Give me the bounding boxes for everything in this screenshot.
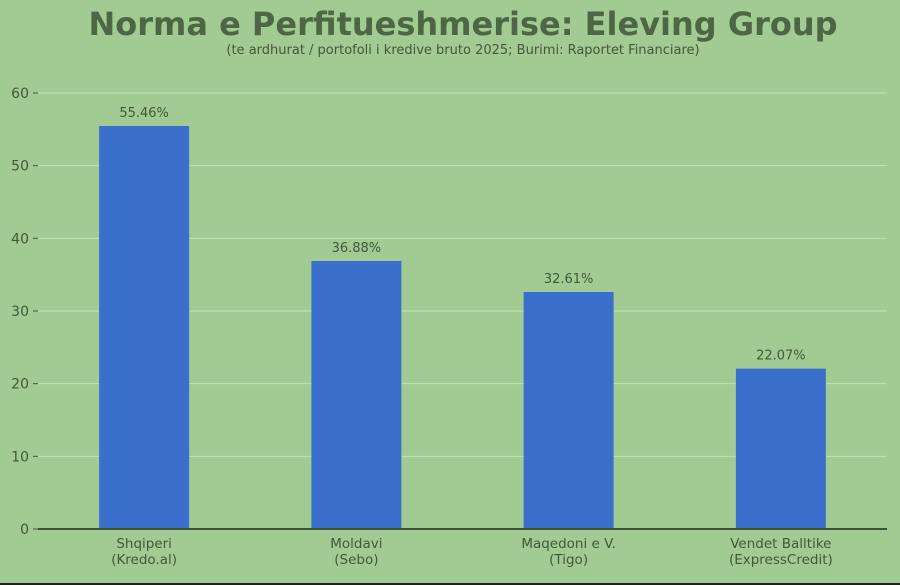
y-tick-label: 50 xyxy=(11,159,29,175)
x-tick-label: Vendet Balltike xyxy=(730,536,831,552)
x-tick-label: (Kredo.al) xyxy=(111,552,177,568)
y-tick-label: 10 xyxy=(11,449,29,465)
chart-title: Norma e Perfitueshmerise: Eleving Group xyxy=(88,5,838,43)
bar-value-label: 32.61% xyxy=(544,272,594,287)
x-tick-label: Shqiperi xyxy=(116,536,172,552)
y-tick-label: 60 xyxy=(11,86,29,102)
x-tick-label: Maqedoni e V. xyxy=(521,536,616,552)
x-tick-label: (Tigo) xyxy=(549,552,588,568)
x-tick-label: Moldavi xyxy=(330,536,382,552)
bar xyxy=(311,261,402,529)
bar-value-label: 36.88% xyxy=(332,241,382,256)
bar-value-label: 22.07% xyxy=(756,349,806,364)
chart-subtitle: (te ardhurat / portofoli i kredive bruto… xyxy=(226,43,700,58)
bottom-border xyxy=(0,583,900,585)
x-tick-label: (Sebo) xyxy=(334,552,378,568)
y-tick-label: 0 xyxy=(20,522,29,538)
bar xyxy=(523,292,614,529)
bar xyxy=(99,125,190,530)
bar xyxy=(735,368,826,529)
bar-value-label: 55.46% xyxy=(119,106,169,121)
y-tick-label: 40 xyxy=(11,231,29,247)
y-tick-label: 30 xyxy=(11,304,29,320)
x-tick-label: (ExpressCredit) xyxy=(729,552,833,568)
y-tick-label: 20 xyxy=(11,377,29,393)
